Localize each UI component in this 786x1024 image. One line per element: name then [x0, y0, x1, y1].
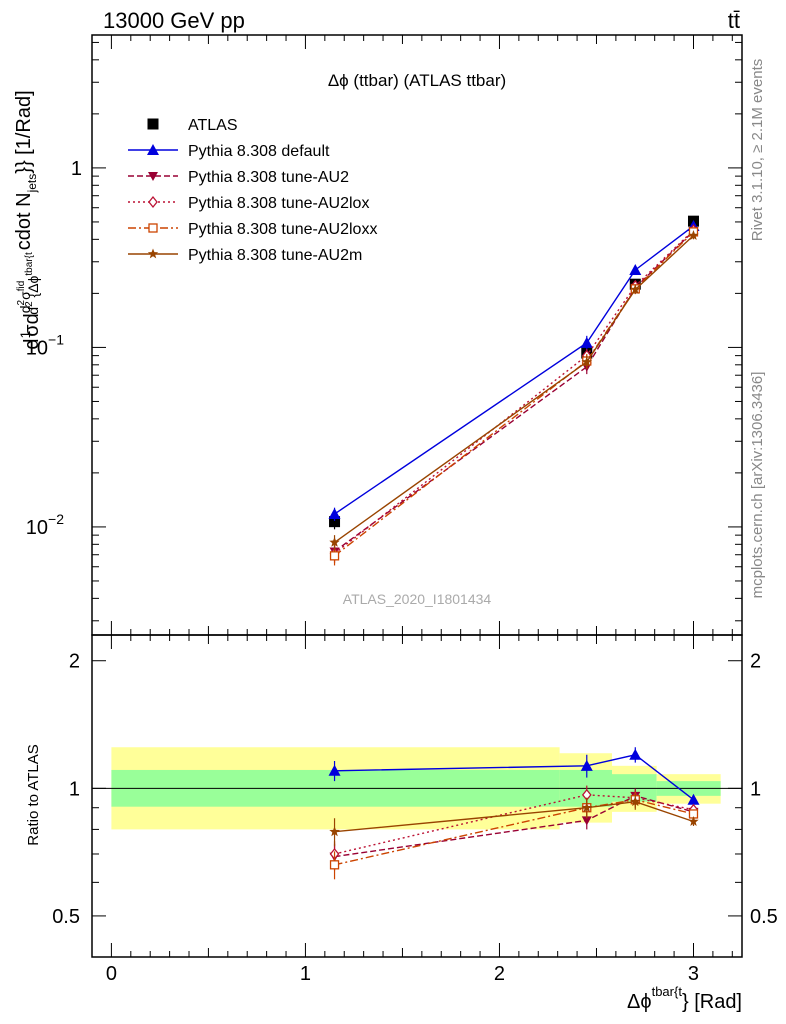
x-tick-label-0: 0 [106, 963, 117, 985]
ratio-point-0-3 [687, 793, 700, 805]
main-series-line-3 [334, 229, 694, 555]
main-series-line-5 [334, 235, 694, 543]
legend-entry-2: Pythia 8.308 tune-AU2 [128, 169, 349, 186]
main-series-3 [329, 224, 699, 563]
ratio-y-tick-label-left-2: 2 [69, 651, 80, 673]
ratio-series-line-3 [334, 799, 694, 866]
svg-text:Δϕtbar{t} [Rad]: Δϕtbar{t} [Rad] [627, 984, 742, 1013]
ratio-y-tick-label-right-2: 2 [750, 651, 761, 673]
ratio-y-axis-label: Ratio to ATLAS [25, 744, 42, 845]
rivet-version-label: Rivet 3.1.10, ≥ 2.1M events [749, 59, 766, 242]
ratio-point-4-2 [630, 796, 641, 807]
main-series-line-1 [334, 225, 694, 515]
ratio-panel-series [328, 747, 700, 880]
ratio-y-axis-ticks: 0.5 0.5 1 1 2 2 [52, 651, 778, 958]
mcplots-label: mcplots.cern.ch [arXiv:1306.3436] [749, 372, 766, 599]
ratio-series-4 [329, 793, 699, 847]
main-series-5 [329, 230, 699, 551]
legend-marker-1 [147, 144, 159, 155]
main-point-0-0 [329, 516, 341, 528]
legend-label-4: Pythia 8.308 tune-AU2loxx [188, 221, 377, 238]
main-point-5-3 [688, 230, 699, 240]
main-y-tick-label-1: 10−1 [26, 331, 64, 359]
ratio-y-tick-label-left-0: 0.5 [52, 906, 80, 928]
ratio-point-4-0 [329, 826, 340, 837]
ratio-series-line-4 [334, 800, 694, 833]
ratio-series-line-1 [334, 795, 694, 858]
x-axis-label: Δϕtbar{t} [Rad] [627, 984, 742, 1013]
ratio-series-line-0 [334, 754, 694, 801]
legend-entry-4: Pythia 8.308 tune-AU2loxx [128, 221, 377, 238]
xlabel-main: Δϕ [627, 991, 652, 1013]
plot-title: Δϕ (ttbar) (ATLAS ttbar) [328, 71, 506, 90]
ratio-y-tick-label-right-1: 1 [750, 778, 761, 800]
xlabel-tail: } [Rad] [682, 991, 742, 1013]
ratio-y-tick-label-left-1: 1 [69, 778, 80, 800]
ratio-plot-frame [91, 634, 743, 958]
main-point-5-0 [329, 536, 340, 547]
ratio-point-0-0 [328, 764, 341, 776]
main-y-tick-label-0: 10−2 [26, 511, 64, 539]
legend-marker-2 [148, 172, 158, 181]
ratio-y-tick-label-right-0: 0.5 [750, 906, 778, 928]
ratio-point-1-1 [581, 816, 592, 826]
main-point-1-0 [328, 508, 341, 520]
legend-label-2: Pythia 8.308 tune-AU2 [188, 169, 349, 186]
legend-marker-4 [148, 223, 158, 233]
main-panel-series [328, 215, 700, 566]
legend-marker-3 [148, 195, 158, 209]
main-y-axis-ticks: 10−2 10−1 1 [26, 41, 742, 622]
ratio-point-4-3 [688, 816, 699, 826]
legend-entry-1: Pythia 8.308 default [128, 143, 330, 160]
ylabel-tail: }} [1/Rad] [13, 90, 35, 173]
main-series-0 [329, 215, 699, 530]
main-point-5-2 [630, 284, 641, 294]
energy-label: 13000 GeV pp [103, 8, 245, 33]
x-tick-label-3: 3 [688, 963, 699, 985]
legend-entry-5: Pythia 8.308 tune-AU2m [128, 247, 362, 264]
ylabel-main-text: cdot N [13, 192, 35, 250]
main-y-axis-label: d1σdd2σfidd2 {Δϕtbar{tcdot Njets}} [1/Ra… [13, 90, 43, 349]
legend-marker-5 [147, 248, 159, 259]
main-series-line-2 [334, 230, 694, 553]
main-y-tick-label-2: 1 [71, 158, 82, 180]
x-tick-label-2: 2 [494, 963, 505, 985]
legend-entry-3: Pythia 8.308 tune-AU2lox [128, 195, 369, 212]
x-axis-ticks: 0 1 2 3 [106, 35, 733, 985]
ylabel-jets: jets [25, 174, 39, 194]
ratio-series-0 [328, 747, 700, 805]
ratio-point-3-0 [329, 860, 340, 870]
legend-label-1: Pythia 8.308 default [188, 143, 330, 160]
main-series-2 [329, 227, 699, 561]
ratio-point-0-2 [629, 748, 642, 760]
main-point-1-1 [580, 336, 593, 348]
xlabel-sup: tbar{t [652, 984, 683, 999]
process-label: tt̄ [728, 8, 740, 33]
main-point-5-1 [581, 356, 592, 367]
x-tick-label-1: 1 [300, 963, 311, 985]
legend-label-0: ATLAS [188, 117, 238, 134]
legend-label-3: Pythia 8.308 tune-AU2lox [188, 195, 369, 212]
main-point-4-0 [329, 551, 340, 561]
legend-label-5: Pythia 8.308 tune-AU2m [188, 247, 362, 264]
legend-marker-0 [147, 118, 159, 130]
ratio-point-0-1 [580, 759, 593, 771]
analysis-id-label: ATLAS_2020_I1801434 [343, 591, 492, 607]
legend: ATLAS Pythia 8.308 default Pythia 8.308 tu… [128, 117, 377, 264]
main-series-1 [328, 219, 700, 521]
legend-entry-0: ATLAS [147, 117, 238, 134]
ratio-point-4-1 [581, 802, 592, 813]
svg-text:d1σdd2σfidd2 {Δϕtbar{tcdot Nje: d1σdd2σfidd2 {Δϕtbar{tcdot Njets}} [1/Ra… [13, 90, 43, 349]
main-point-1-2 [629, 263, 642, 275]
